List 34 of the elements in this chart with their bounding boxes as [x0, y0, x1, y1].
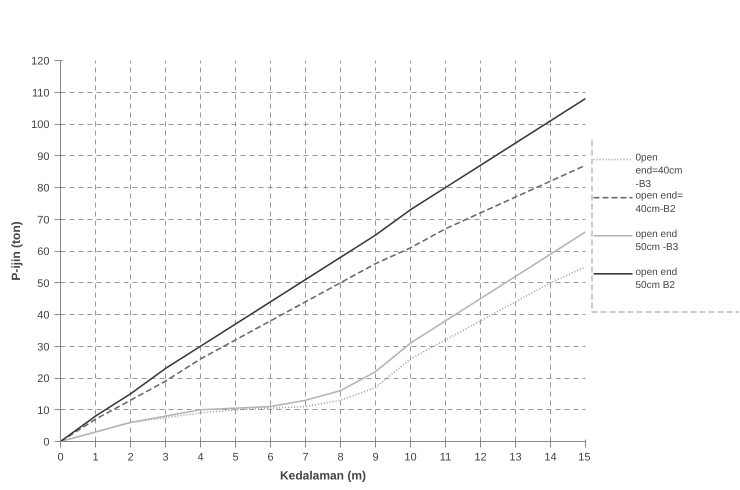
- x-tick-label: 3: [162, 452, 169, 464]
- x-tick-label: 10: [404, 452, 417, 464]
- legend-label: open end 50cm -B3: [636, 228, 679, 253]
- x-tick-label: 4: [197, 452, 204, 464]
- x-tick-label: 8: [337, 452, 344, 464]
- legend-label: open end= 40cm-B2: [636, 190, 684, 215]
- x-tick-label: 5: [232, 452, 239, 464]
- x-tick-label: 13: [509, 452, 522, 464]
- x-tick-label: 9: [372, 452, 379, 464]
- x-tick-label: 0: [57, 452, 64, 464]
- x-tick-label: 2: [127, 452, 134, 464]
- y-tick-label: 120: [31, 56, 50, 68]
- y-tick-label: 70: [37, 214, 50, 226]
- x-tick-label: 15: [578, 452, 591, 464]
- y-tick-label: 10: [37, 404, 50, 417]
- y-tick-label: 20: [37, 373, 50, 385]
- y-tick-label: 50: [37, 278, 50, 290]
- x-axis-title: Kedalaman (m): [280, 468, 366, 482]
- y-tick-label: 110: [32, 87, 50, 100]
- y-tick-label: 80: [37, 182, 50, 194]
- x-tick-label: 12: [474, 452, 487, 464]
- y-tick-label: 40: [37, 310, 50, 322]
- y-tick-label: 100: [31, 119, 50, 131]
- x-tick-label: 14: [544, 452, 557, 464]
- y-axis-title: P-ijin (ton): [9, 221, 24, 281]
- y-tick-label: 0: [43, 436, 50, 448]
- x-tick-label: 1: [92, 452, 99, 464]
- x-tick-label: 11: [440, 452, 452, 464]
- y-tick-label: 30: [37, 341, 50, 354]
- y-tick-label: 90: [37, 150, 50, 163]
- x-tick-label: 6: [267, 452, 274, 464]
- y-tick-label: 60: [37, 246, 50, 258]
- legend-label: open end 50cm B2: [636, 266, 678, 292]
- x-tick-label: 7: [302, 452, 309, 464]
